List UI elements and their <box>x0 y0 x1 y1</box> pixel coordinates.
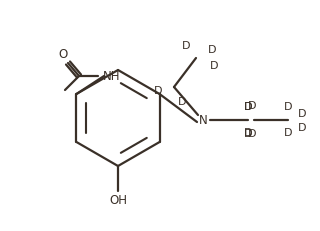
Text: NH: NH <box>103 70 121 82</box>
Text: D: D <box>210 61 218 71</box>
Text: N: N <box>199 113 207 127</box>
Text: D: D <box>298 123 306 133</box>
Text: D: D <box>284 102 292 112</box>
Text: D: D <box>182 41 190 51</box>
Text: D: D <box>244 128 252 138</box>
Text: D: D <box>244 102 252 112</box>
Text: D: D <box>208 45 216 55</box>
Text: D: D <box>284 128 292 138</box>
Text: D: D <box>248 129 256 139</box>
Text: D: D <box>248 101 256 111</box>
Text: D: D <box>244 102 252 112</box>
Text: O: O <box>58 49 68 61</box>
Text: OH: OH <box>109 195 127 207</box>
Text: D: D <box>244 129 252 139</box>
Text: D: D <box>298 109 306 119</box>
Text: D: D <box>178 97 186 107</box>
Text: D: D <box>154 86 162 96</box>
